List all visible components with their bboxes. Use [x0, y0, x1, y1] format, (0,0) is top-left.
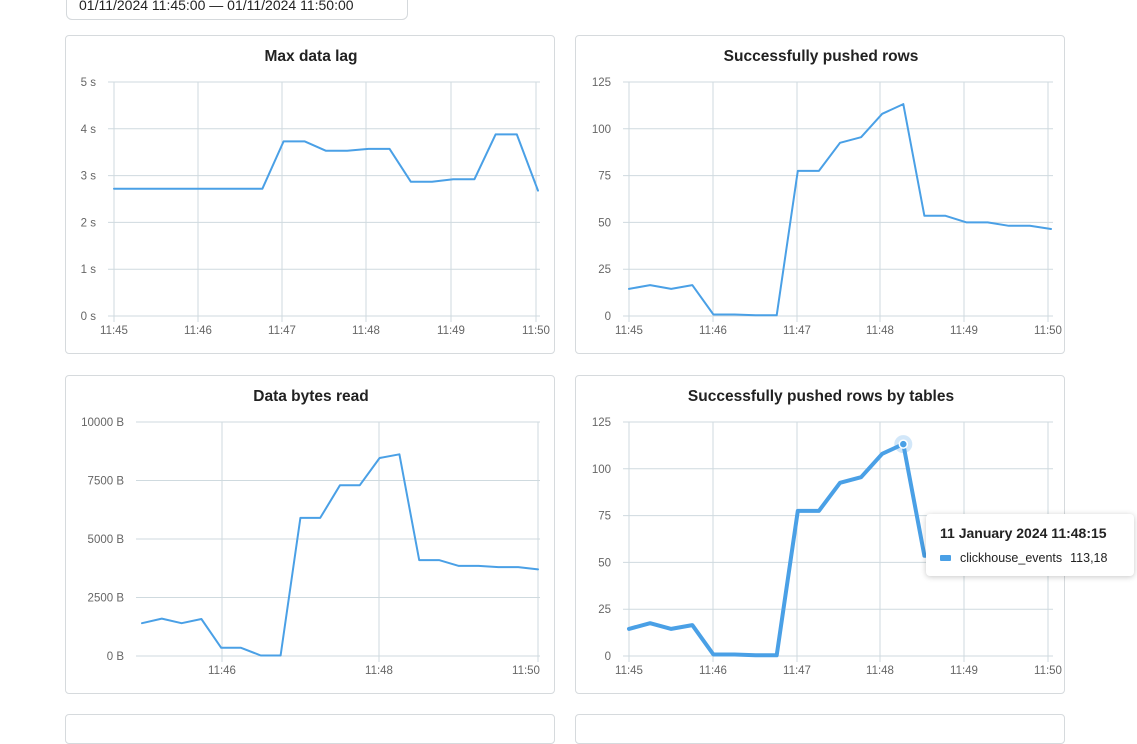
x-tick-label: 11:50 — [1034, 665, 1062, 677]
x-tick-label: 11:47 — [268, 325, 296, 337]
y-tick-label: 0 — [605, 311, 611, 323]
chart-panel-pushed-rows: Successfully pushed rows 0 25 50 75 100 125 11… — [575, 35, 1065, 354]
y-tick-label: 3 s — [81, 171, 97, 183]
chart-panel-next-right — [575, 714, 1065, 744]
chart-svg: Successfully pushed rows 0 25 50 75 100 125 11… — [592, 48, 1062, 337]
x-tick-label: 11:46 — [699, 325, 727, 337]
y-tick-label: 7500 B — [88, 476, 125, 488]
x-tick-label: 11:46 — [699, 665, 727, 677]
chart-svg: Max data lag 0 s 1 s 2 s 3 s 4 s 5 s 11:45 11:4… — [81, 48, 550, 337]
y-tick-label: 100 — [592, 124, 611, 136]
x-tick-label: 11:48 — [866, 665, 894, 677]
y-tick-label: 75 — [598, 171, 611, 183]
series-line — [628, 103, 1052, 317]
y-tick-label: 10000 B — [81, 417, 124, 429]
y-tick-label: 125 — [592, 417, 611, 429]
x-tick-label: 11:46 — [184, 325, 212, 337]
y-tick-label: 125 — [592, 77, 611, 89]
x-tick-label: 11:45 — [615, 665, 643, 677]
series-line — [141, 453, 539, 657]
y-tick-label: 2500 B — [88, 593, 125, 605]
chart-panel-data-bytes-read: Data bytes read 0 B 2500 B 5000 B 7500 B 100… — [65, 375, 555, 694]
y-tick-label: 50 — [598, 217, 611, 229]
x-tick-label: 11:49 — [437, 325, 465, 337]
x-tick-label: 11:45 — [615, 325, 643, 337]
y-tick-label: 4 s — [81, 124, 97, 136]
x-tick-label: 11:45 — [100, 325, 128, 337]
x-tick-label: 11:47 — [783, 325, 811, 337]
chart-title: Successfully pushed rows by tables — [688, 388, 954, 405]
x-tick-label: 11:48 — [352, 325, 380, 337]
y-tick-label: 75 — [598, 511, 611, 523]
series-line — [113, 133, 539, 192]
x-tick-label: 11:48 — [365, 665, 393, 677]
y-tick-label: 5 s — [81, 77, 97, 89]
tooltip-timestamp: 11 January 2024 11:48:15 — [940, 525, 1107, 541]
tooltip-series-row: clickhouse_events 113,18 — [940, 551, 1120, 565]
x-tick-label: 11:50 — [522, 325, 550, 337]
time-range-field[interactable]: 01/11/2024 11:45:00 — 01/11/2024 11:50:0… — [66, 0, 408, 20]
tooltip-series-name: clickhouse_events — [960, 551, 1063, 565]
x-tick-label: 11:49 — [950, 665, 978, 677]
y-tick-label: 50 — [598, 557, 611, 569]
chart-panel-max-data-lag: Max data lag 0 s 1 s 2 s 3 s 4 s 5 s 11:45 11:4… — [65, 35, 555, 354]
y-tick-label: 1 s — [81, 264, 97, 276]
x-tick-label: 11:50 — [512, 665, 540, 677]
x-tick-label: 11:50 — [1034, 325, 1062, 337]
y-tick-label: 0 s — [81, 311, 97, 323]
x-tick-label: 11:49 — [950, 325, 978, 337]
y-tick-label: 0 B — [107, 651, 125, 663]
chart-tooltip: 11 January 2024 11:48:15 clickhouse_even… — [926, 514, 1134, 576]
chart-panel-next-left — [65, 714, 555, 744]
time-range-text: 01/11/2024 11:45:00 — 01/11/2024 11:50:0… — [79, 0, 354, 13]
chart-svg: Data bytes read 0 B 2500 B 5000 B 7500 B 100… — [81, 388, 540, 677]
x-tick-label: 11:48 — [866, 325, 894, 337]
y-tick-label: 2 s — [81, 217, 97, 229]
y-tick-label: 25 — [598, 264, 611, 276]
series-color-swatch — [940, 555, 951, 561]
y-tick-label: 100 — [592, 464, 611, 476]
y-tick-label: 5000 B — [88, 534, 125, 546]
y-tick-label: 25 — [598, 604, 611, 616]
hover-point[interactable] — [898, 439, 909, 449]
chart-title: Max data lag — [264, 48, 357, 65]
x-tick-label: 11:47 — [783, 665, 811, 677]
chart-title: Data bytes read — [253, 388, 368, 405]
y-tick-label: 0 — [605, 651, 611, 663]
tooltip-series-value: 113,18 — [1070, 551, 1108, 565]
chart-title: Successfully pushed rows — [724, 48, 919, 65]
x-tick-label: 11:46 — [208, 665, 236, 677]
